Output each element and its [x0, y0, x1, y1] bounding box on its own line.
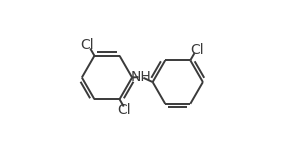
Text: Cl: Cl	[81, 38, 94, 52]
Text: Cl: Cl	[191, 43, 204, 57]
Text: Cl: Cl	[117, 103, 131, 117]
Text: NH: NH	[131, 70, 151, 84]
